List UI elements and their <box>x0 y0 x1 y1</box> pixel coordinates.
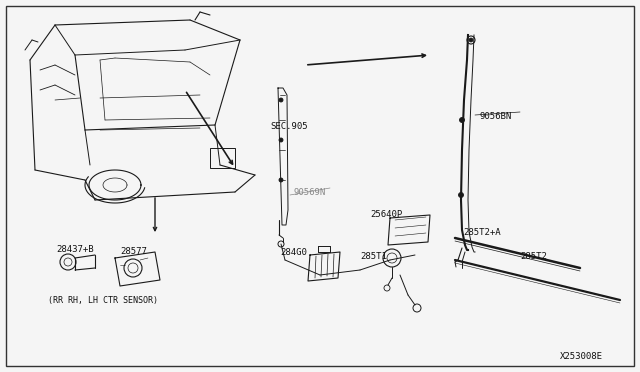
Text: 9056BN: 9056BN <box>480 112 512 121</box>
Text: 25640P: 25640P <box>370 210 403 219</box>
Text: 285T1: 285T1 <box>360 252 387 261</box>
Text: SEC.905: SEC.905 <box>270 122 308 131</box>
Circle shape <box>279 138 283 142</box>
Text: 90569N: 90569N <box>293 188 325 197</box>
Text: 28437+B: 28437+B <box>56 245 93 254</box>
Circle shape <box>279 98 283 102</box>
Text: 285T2: 285T2 <box>520 252 547 261</box>
Circle shape <box>458 192 463 198</box>
Circle shape <box>460 118 465 122</box>
Text: 28577: 28577 <box>120 247 147 256</box>
Text: (RR RH, LH CTR SENSOR): (RR RH, LH CTR SENSOR) <box>48 296 158 305</box>
Bar <box>210 148 235 168</box>
Circle shape <box>469 38 473 42</box>
Text: X253008E: X253008E <box>560 352 603 361</box>
Text: 285T2+A: 285T2+A <box>463 228 500 237</box>
Text: 284G0: 284G0 <box>280 248 307 257</box>
Circle shape <box>279 178 283 182</box>
